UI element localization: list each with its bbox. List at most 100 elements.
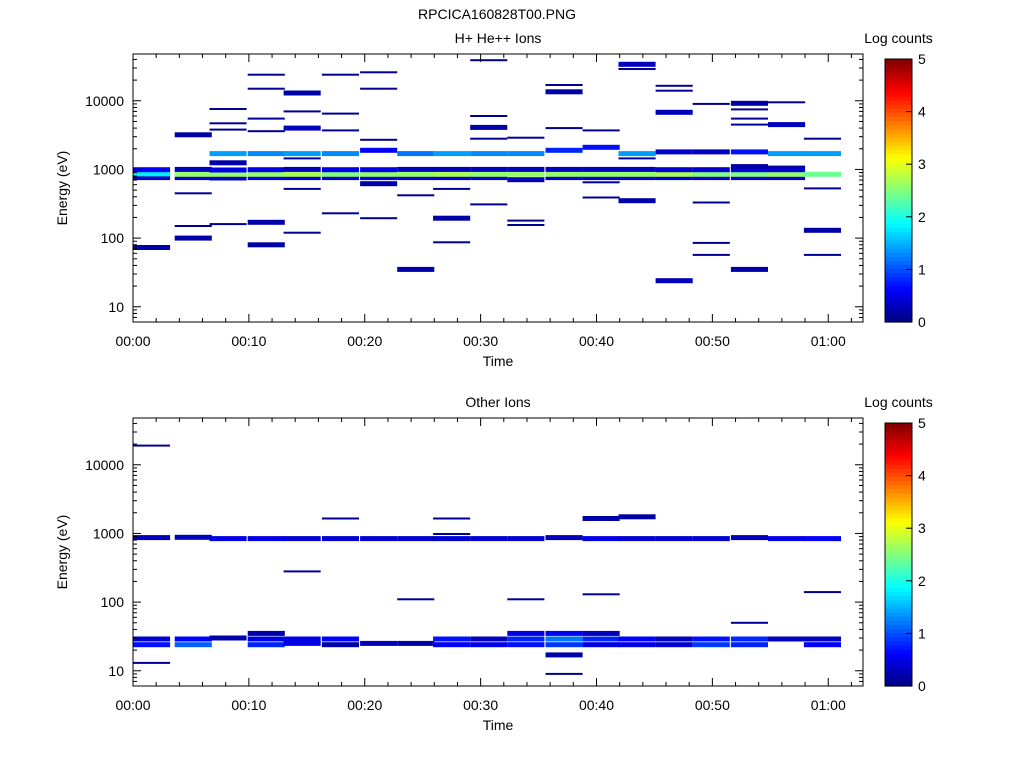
heatmap-cell <box>247 130 285 133</box>
colorbar-segment <box>885 649 912 654</box>
heatmap-cell <box>133 167 171 173</box>
colorbar-segment <box>885 116 912 122</box>
heatmap-cell <box>133 642 171 648</box>
heatmap-cell <box>582 181 620 184</box>
heatmap-cell <box>433 517 471 520</box>
heatmap-cell <box>545 175 583 181</box>
heatmap-cell <box>768 122 806 128</box>
colorbar-tick-label: 0 <box>918 314 926 330</box>
heatmap-cell <box>692 102 730 105</box>
heatmap-cell <box>545 127 583 130</box>
colorbar-segment <box>885 575 912 580</box>
heatmap-cell <box>768 167 806 173</box>
colorbar-segment <box>885 248 912 253</box>
colorbar-segment <box>885 165 912 171</box>
colorbar-segment <box>885 427 912 432</box>
colorbar-segment <box>885 161 912 167</box>
colorbar-segment <box>885 472 912 478</box>
heatmap-cell <box>247 117 285 120</box>
x-axis-label: Time <box>483 353 514 369</box>
heatmap-cell <box>655 167 693 173</box>
heatmap-cell <box>321 517 359 520</box>
colorbar-segment <box>885 206 912 212</box>
colorbar-segment <box>885 509 912 515</box>
heatmap-cell <box>803 636 841 642</box>
heatmap-cell <box>247 630 285 636</box>
colorbar-segment <box>885 521 912 527</box>
colorbar-segment <box>885 517 912 523</box>
colorbar-segment <box>885 636 912 642</box>
y-axis-label: Energy (eV) <box>54 151 70 226</box>
heatmap-cell <box>545 171 583 177</box>
colorbar-segment <box>885 673 912 679</box>
colorbar-segment <box>885 71 912 77</box>
heatmap-cell <box>247 171 285 177</box>
heatmap-cell <box>655 175 693 181</box>
heatmap-cell <box>470 137 508 140</box>
heatmap-cell <box>209 171 247 177</box>
colorbar-segment <box>885 79 912 85</box>
heatmap-cell <box>174 534 212 540</box>
colorbar-segment <box>885 83 912 89</box>
colorbar-segment <box>885 492 912 498</box>
heatmap-cell <box>397 598 435 601</box>
colorbar-segment <box>885 554 912 560</box>
heatmap-cell <box>433 636 471 642</box>
colorbar-segment <box>885 198 912 204</box>
x-tick-label: 00:30 <box>463 333 498 349</box>
heatmap-cell <box>283 175 321 181</box>
y-tick-label: 1000 <box>93 161 124 177</box>
colorbar-segment <box>885 182 912 187</box>
heatmap-cell <box>582 171 620 177</box>
heatmap-cell <box>133 171 171 177</box>
heatmap-cell <box>545 630 583 636</box>
heatmap-cell <box>803 151 841 157</box>
colorbar-segment <box>885 174 912 179</box>
heatmap-cell <box>692 636 730 642</box>
x-tick-label: 01:00 <box>811 697 846 713</box>
heatmap-cell <box>360 87 398 90</box>
heatmap-cell <box>507 151 545 157</box>
heatmap-cell <box>618 171 656 177</box>
heatmap-cell <box>655 89 693 92</box>
heatmap-cell <box>507 642 545 648</box>
colorbar-label: Log counts <box>864 394 933 410</box>
colorbar-tick-label: 0 <box>918 678 926 694</box>
colorbar-segment <box>885 186 912 192</box>
heatmap-cell <box>247 636 285 642</box>
colorbar-segment <box>885 603 912 609</box>
heatmap-cell <box>133 535 171 541</box>
heatmap-cell <box>470 203 508 206</box>
heatmap-cell <box>209 160 247 166</box>
x-tick-label: 00:20 <box>347 697 382 713</box>
heatmap-cell <box>397 171 435 177</box>
heatmap-cell <box>507 136 545 139</box>
colorbar-segment <box>885 628 912 634</box>
heatmap-cell <box>730 167 768 173</box>
heatmap-cell <box>507 536 545 542</box>
x-tick-label: 00:20 <box>347 333 382 349</box>
colorbar-segment <box>885 468 912 473</box>
colorbar-segment <box>885 141 912 146</box>
heatmap-cell <box>433 215 471 221</box>
heatmap-cell <box>321 171 359 177</box>
heatmap-cell <box>545 147 583 153</box>
colorbar-segment <box>885 525 912 531</box>
heatmap-cell <box>397 194 435 197</box>
x-tick-label: 00:10 <box>231 333 266 349</box>
colorbar-segment <box>885 128 912 134</box>
heatmap-cell <box>397 175 435 181</box>
heatmap-cell <box>730 175 768 181</box>
heatmap-cell <box>618 642 656 648</box>
heatmap-cell <box>321 151 359 157</box>
heatmap-cell <box>582 636 620 642</box>
colorbar-segment <box>885 239 912 245</box>
colorbar-segment <box>885 202 912 208</box>
heatmap-cell <box>321 536 359 542</box>
colorbar-segment <box>885 169 912 175</box>
colorbar-segment <box>885 87 912 93</box>
heatmap-cell <box>507 636 545 642</box>
heatmap-cell <box>470 124 508 130</box>
heatmap-cell <box>582 642 620 648</box>
